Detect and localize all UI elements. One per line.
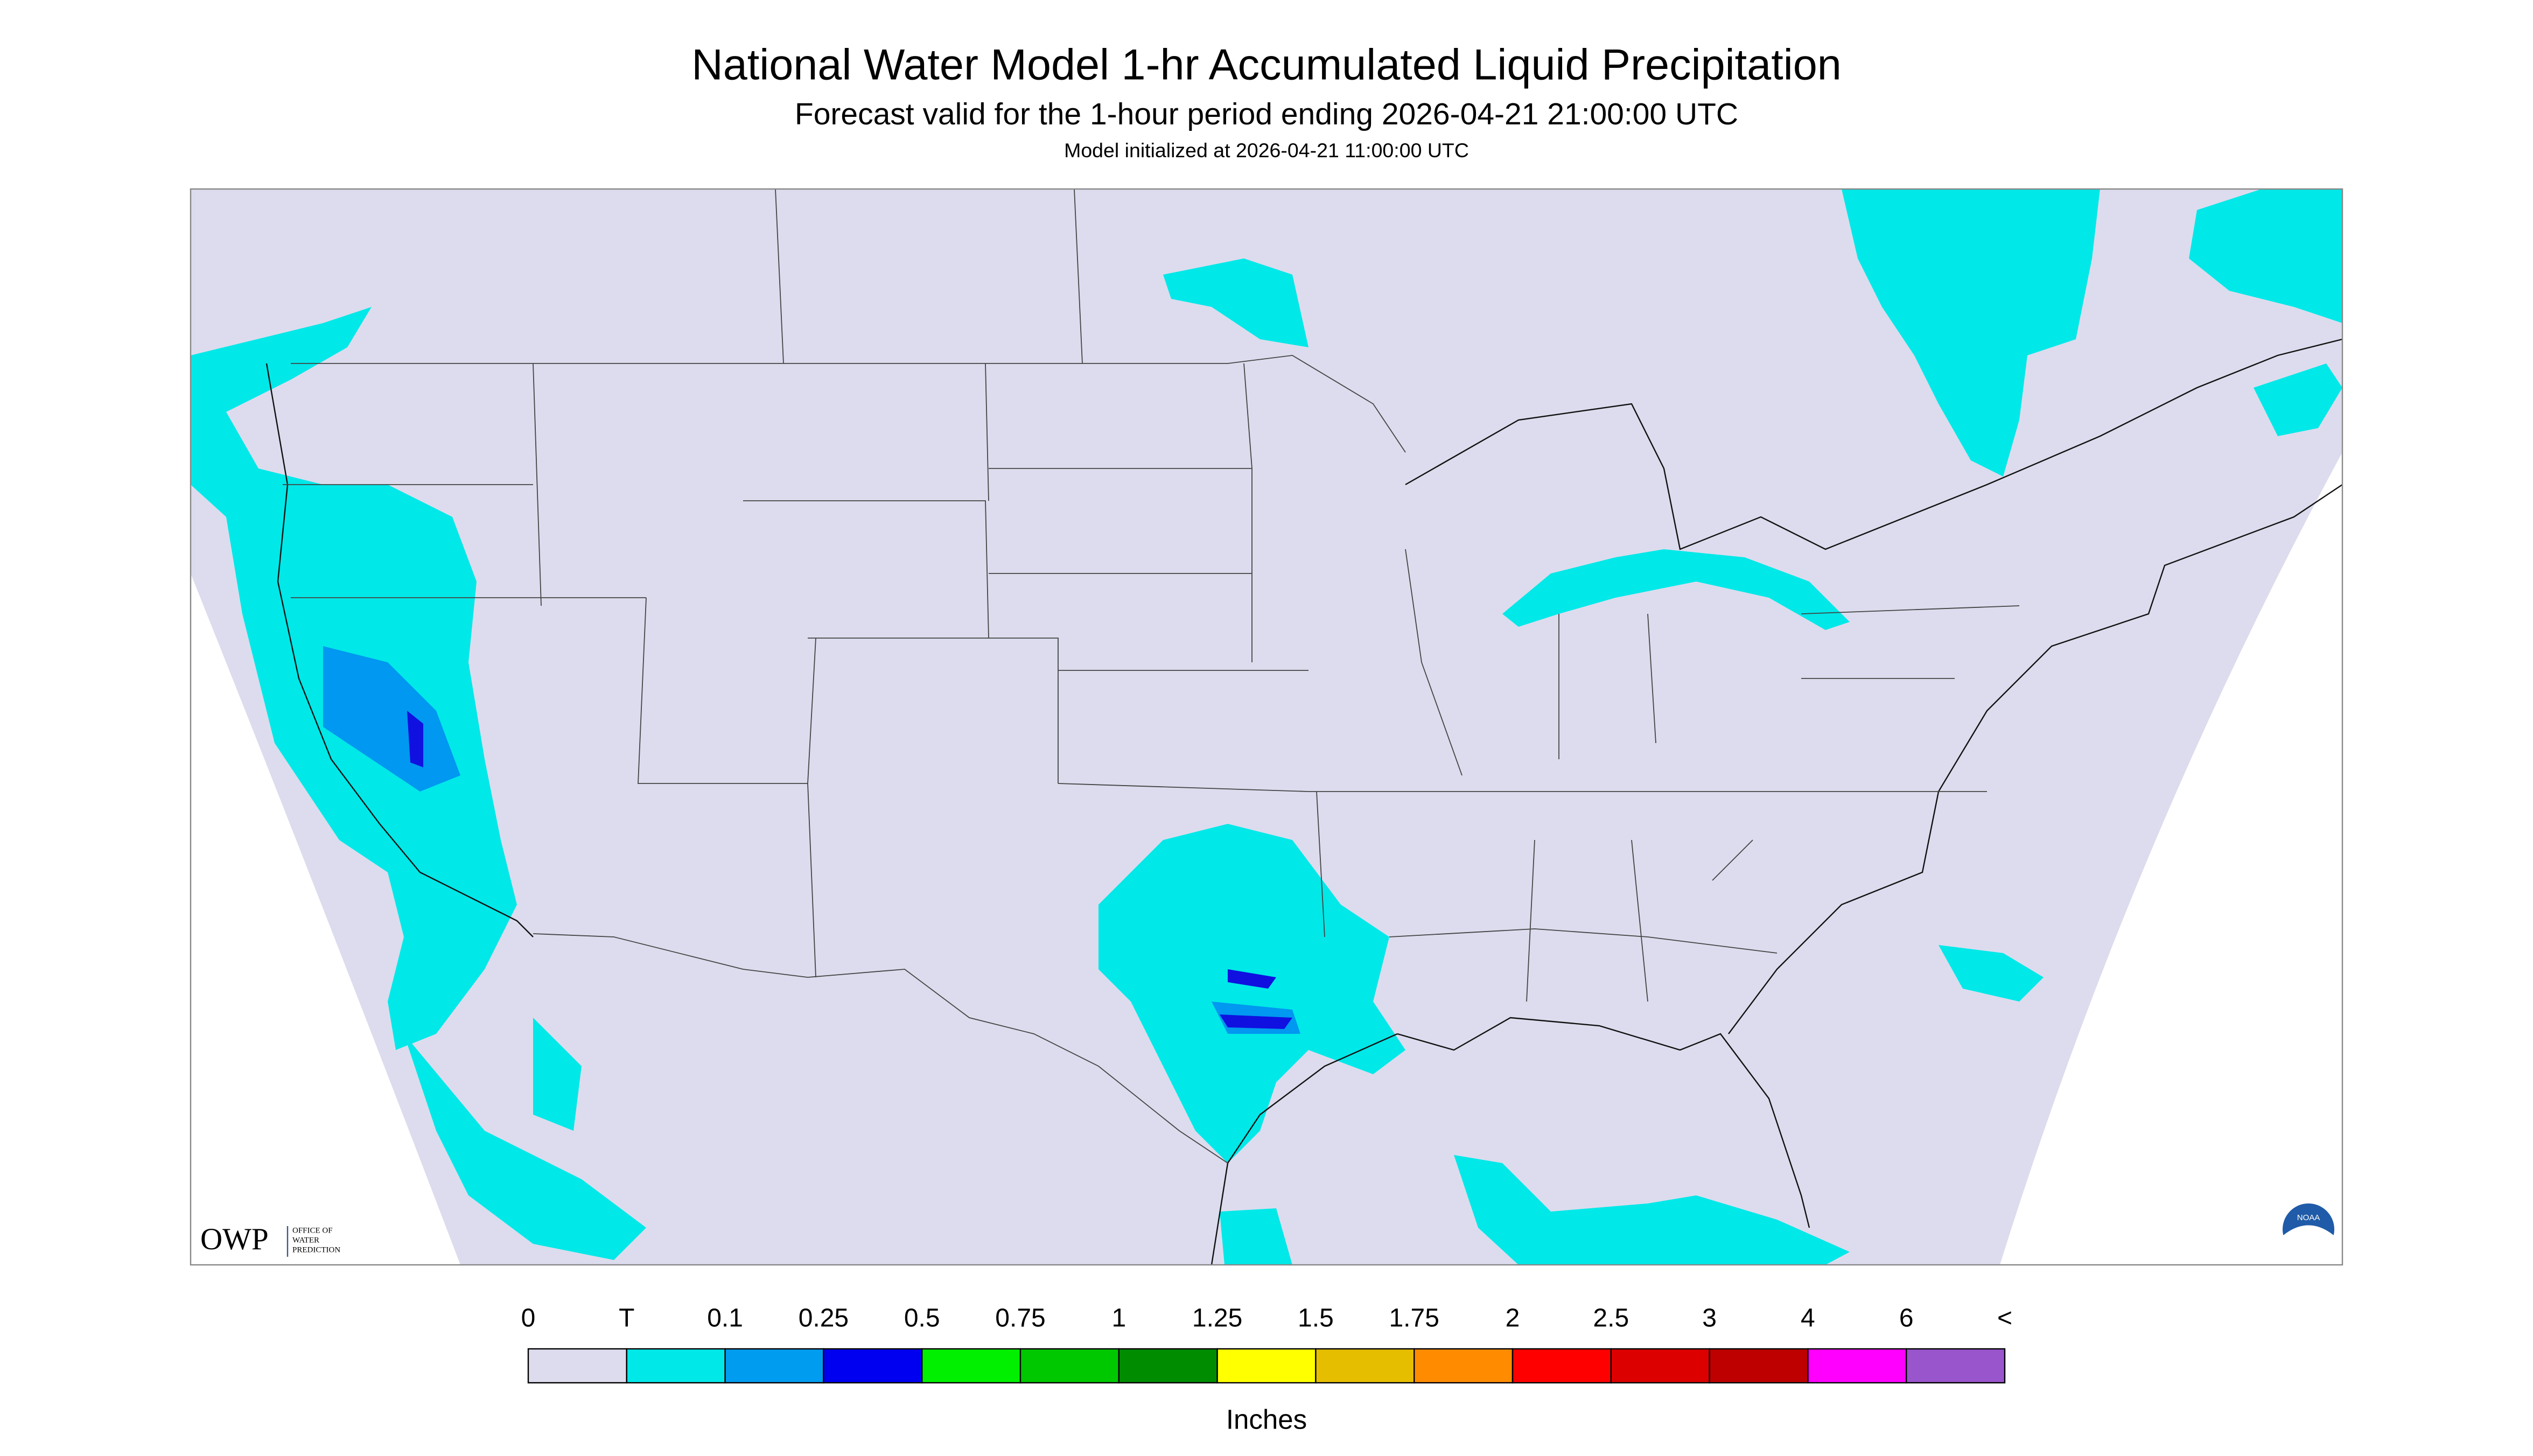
projection-edge [2000, 452, 2342, 1265]
legend-label: < [1997, 1304, 2012, 1333]
owp-office-line: PREDICTION [292, 1245, 340, 1254]
subtitle: Forecast valid for the 1-hour period end… [795, 97, 1738, 131]
legend-label: 2.5 [1593, 1304, 1629, 1333]
coastline [265, 363, 534, 937]
legend-swatch [1315, 1348, 1415, 1384]
precip-area [1842, 189, 2100, 477]
precip-area [2254, 363, 2342, 437]
noaa-label: NOAA [2297, 1213, 2320, 1222]
legend-swatch [1905, 1348, 2006, 1384]
legend-swatch [1512, 1348, 1612, 1384]
legend-swatch [921, 1348, 1021, 1384]
legend-label: 1.5 [1298, 1304, 1334, 1333]
legend-swatch [527, 1348, 628, 1384]
legend-swatch [1019, 1348, 1120, 1384]
map [191, 188, 2343, 1265]
legend-swatch [823, 1348, 923, 1384]
owp-office-line: WATER [292, 1236, 319, 1244]
precip-area [1939, 945, 2044, 1002]
legend-swatch [1414, 1348, 1514, 1384]
precip-area [1220, 1014, 1292, 1030]
legend-swatch [626, 1348, 726, 1384]
legend-swatch [1118, 1348, 1218, 1384]
legend-label: 0.75 [995, 1304, 1045, 1333]
precip-area [1098, 824, 1405, 1164]
legend-swatch [1807, 1348, 1907, 1384]
coastline [1405, 338, 2343, 550]
title: National Water Model 1-hr Accumulated Li… [691, 40, 1842, 89]
legend-label: 0.1 [707, 1304, 743, 1333]
legend-label: 0.25 [799, 1304, 849, 1333]
legend-label: 0.5 [904, 1304, 940, 1333]
precip-area [1228, 969, 1276, 989]
precip-area [533, 1018, 582, 1131]
legend-swatch [1216, 1348, 1317, 1384]
coastline [1397, 1017, 1810, 1228]
legend-label: 6 [1899, 1304, 1914, 1333]
precip-area [1454, 1155, 1850, 1265]
legend: 0 T 0.1 0.25 0.5 0.75 1 1.25 1.5 1.75 2 2.5 3 4 6 < [521, 1304, 2012, 1384]
legend-swatch [724, 1348, 824, 1384]
precip-area [323, 646, 460, 792]
coastline [1210, 1033, 1398, 1265]
projection-edge [191, 573, 460, 1265]
precip-area [1163, 258, 1309, 348]
legend-label: 1.75 [1389, 1304, 1439, 1333]
precip-area [1220, 1208, 1292, 1265]
legend-label: 1 [1111, 1304, 1126, 1333]
legend-swatch [1610, 1348, 1710, 1384]
precip-area [407, 711, 423, 768]
national-border [533, 933, 1228, 1164]
legend-label: T [619, 1304, 634, 1333]
national-border [291, 355, 1406, 453]
precip-area [2189, 189, 2342, 324]
legend-label: 2 [1506, 1304, 1520, 1333]
noaa-logo-wave [2283, 1225, 2334, 1262]
owp-office-line: OFFICE OF [292, 1226, 333, 1235]
legend-units: Inches [1226, 1404, 1307, 1434]
legend-swatch [1709, 1348, 1809, 1384]
state-border [283, 188, 2020, 1002]
legend-label: 1.25 [1192, 1304, 1242, 1333]
precip-area [404, 1034, 646, 1261]
legend-label: 0 [521, 1304, 536, 1333]
init-time: Model initialized at 2026-04-21 11:00:00… [1064, 139, 1469, 162]
coastline [1728, 484, 2343, 1034]
legend-label: 4 [1801, 1304, 1815, 1333]
legend-label: 3 [1702, 1304, 1717, 1333]
precip-area [1502, 549, 1850, 631]
map-frame [190, 188, 2343, 1266]
owp-logo: OWP [200, 1222, 269, 1256]
